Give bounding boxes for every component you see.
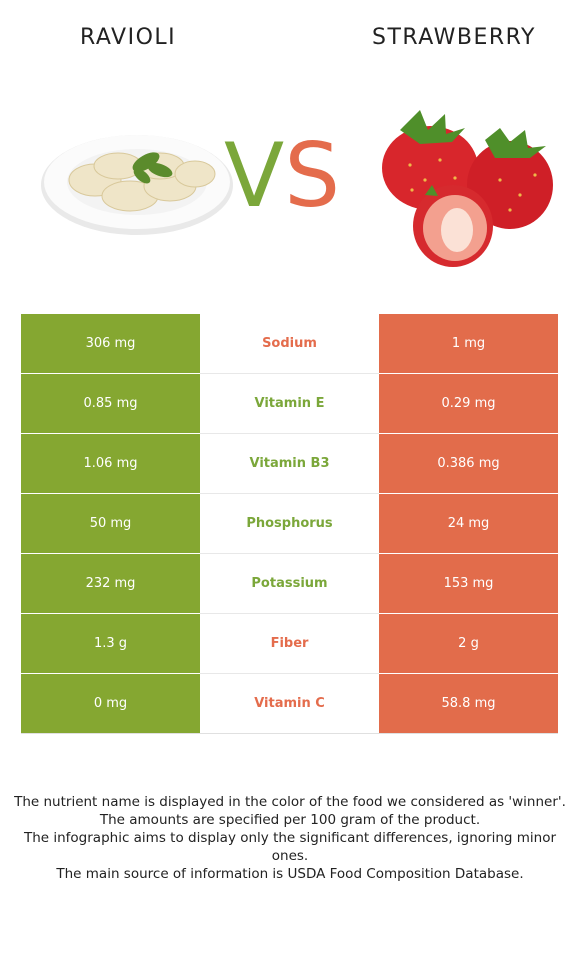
left-value: 306 mg	[21, 314, 200, 374]
footnote: The amounts are specified per 100 gram o…	[99, 812, 481, 828]
left-value: 50 mg	[21, 493, 200, 554]
right-value: 0.29 mg	[379, 373, 558, 434]
left-food-title: RAVIOLI	[80, 25, 177, 50]
right-value: 2 g	[379, 613, 558, 674]
nutrient-label: Fiber	[200, 613, 379, 674]
vs-label: VS	[224, 124, 341, 227]
left-value: 1.06 mg	[21, 433, 200, 494]
right-value: 1 mg	[379, 314, 558, 374]
footnotes: The nutrient name is displayed in the co…	[10, 793, 570, 883]
table-row: 50 mg Phosphorus 24 mg	[21, 493, 558, 554]
footnote: The nutrient name is displayed in the co…	[14, 794, 566, 810]
footnote: The main source of information is USDA F…	[56, 866, 524, 882]
table-row: 1.3 g Fiber 2 g	[21, 613, 558, 674]
left-value: 0.85 mg	[21, 373, 200, 434]
nutrient-label: Vitamin E	[200, 373, 379, 434]
right-value: 24 mg	[379, 493, 558, 554]
right-food-title: STRAWBERRY	[372, 25, 536, 50]
nutrient-label: Potassium	[200, 553, 379, 614]
nutrient-label: Phosphorus	[200, 493, 379, 554]
right-value: 0.386 mg	[379, 433, 558, 494]
nutrient-label: Sodium	[200, 314, 379, 374]
table-row: 0.85 mg Vitamin E 0.29 mg	[21, 373, 558, 434]
hero-illustration	[41, 110, 553, 267]
nutrient-label: Vitamin B3	[200, 433, 379, 494]
left-value: 232 mg	[21, 553, 200, 614]
ravioli-plate-image	[41, 135, 233, 235]
strawberry-image	[382, 110, 553, 267]
footnote: The infographic aims to display only the…	[23, 830, 557, 864]
comparison-table: 306 mg Sodium 1 mg 0.85 mg Vitamin E 0.2…	[21, 314, 558, 734]
table-row: 1.06 mg Vitamin B3 0.386 mg	[21, 433, 558, 494]
right-value: 153 mg	[379, 553, 558, 614]
left-value: 0 mg	[21, 673, 200, 734]
left-value: 1.3 g	[21, 613, 200, 674]
nutrient-label: Vitamin C	[200, 673, 379, 734]
right-value: 58.8 mg	[379, 673, 558, 734]
table-row: 0 mg Vitamin C 58.8 mg	[21, 673, 558, 734]
table-row: 232 mg Potassium 153 mg	[21, 553, 558, 614]
table-row: 306 mg Sodium 1 mg	[21, 314, 558, 374]
